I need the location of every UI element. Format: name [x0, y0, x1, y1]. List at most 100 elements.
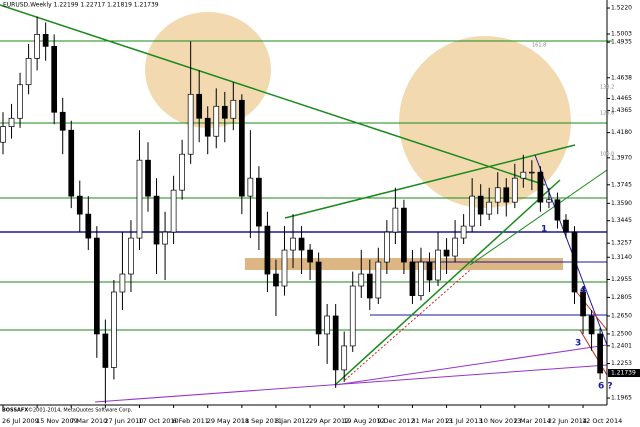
annotation: 161.8: [532, 43, 546, 49]
y-tick-label: 1.1965: [611, 395, 632, 402]
y-tick-label: 1.3140: [611, 254, 632, 261]
candle-body: [384, 231, 390, 263]
candle-body: [221, 105, 228, 119]
y-tick-label: 1.4180: [611, 129, 632, 136]
candle-body: [59, 111, 66, 131]
y-tick-label: 1.3970: [611, 154, 632, 161]
candle-body: [0, 126, 6, 143]
candle-body: [477, 195, 484, 215]
candle-body: [8, 117, 15, 128]
candle-body: [452, 237, 458, 257]
x-tick-label: 27 Jun 2010: [104, 417, 143, 425]
candle-body: [341, 345, 348, 371]
trend-line: [334, 344, 608, 386]
y-tick-label: 1.3590: [611, 200, 632, 207]
candle-body: [153, 195, 160, 245]
candle-body: [401, 207, 407, 263]
candle-body: [34, 34, 40, 59]
candle-body: [520, 171, 527, 179]
candle-body: [435, 249, 441, 281]
x-tick-label: 22 Jun 2014: [548, 417, 587, 425]
candle-body: [247, 177, 254, 197]
candle-body: [460, 225, 467, 239]
y-tick-label: 1.2955: [611, 276, 632, 283]
candle-body: [145, 159, 151, 197]
candle-body: [588, 315, 595, 335]
highlight-circle: [399, 36, 571, 208]
candle-body: [111, 291, 117, 368]
y-tick-label: 1.4465: [611, 95, 632, 102]
x-tick-label: 6 Feb 2011: [173, 417, 209, 425]
candle-body: [162, 231, 168, 245]
candle-body: [298, 237, 305, 251]
candle-body: [230, 99, 237, 119]
trend-line: [469, 169, 608, 266]
candle-body: [486, 201, 493, 215]
y-tick-label: 1.3745: [611, 181, 632, 188]
candle-body: [93, 237, 100, 335]
candle-body: [264, 225, 271, 275]
candle-body: [85, 213, 92, 239]
x-tick-label: 21 Jul 2013: [446, 417, 483, 425]
x-tick-label: 15 Nov 2009: [36, 417, 78, 425]
candle-body: [409, 261, 416, 296]
candle-body: [349, 285, 356, 347]
candle-body: [563, 219, 569, 233]
drawings: [0, 4, 612, 403]
candle-body: [42, 34, 49, 47]
candle-body: [307, 249, 313, 263]
y-tick-label: 1.5003: [611, 31, 632, 38]
candle-body: [375, 261, 382, 299]
annotation: 4: [580, 286, 586, 296]
candle-body: [68, 129, 75, 197]
candle-body: [290, 237, 296, 251]
candle-body: [179, 153, 185, 191]
candle-body: [332, 315, 339, 371]
annotation: 3: [575, 339, 581, 349]
candle-body: [128, 237, 134, 275]
candle-body: [503, 187, 510, 203]
candle-body: [256, 177, 262, 227]
candle-body: [213, 105, 220, 137]
trend-line: [0, 4, 546, 186]
candle-body: [238, 99, 245, 197]
x-tick-label: 9 Dec 2012: [377, 417, 414, 425]
copyright: ©2001-2014, MetaQuotes Software Corp.: [28, 407, 133, 414]
candle-body: [25, 58, 32, 86]
trend-line: [94, 364, 608, 403]
x-tick-label: 29 Apr 2012: [309, 417, 349, 425]
y-tick-label: 1.2500: [611, 330, 632, 337]
candle-body: [546, 199, 552, 203]
annotation: 1: [541, 225, 547, 235]
y-tick-label: 1.4935: [611, 39, 632, 46]
trend-line: [284, 144, 576, 219]
candle-body: [597, 333, 603, 374]
y-tick-label: 1.2401: [611, 342, 632, 349]
candle-body: [76, 195, 83, 215]
y-tick-label: 1.5220: [611, 5, 632, 12]
annotation: 6 ?: [598, 382, 613, 392]
candle-body: [187, 93, 194, 155]
x-tick-label: 10 Nov 2013: [480, 417, 522, 425]
candle-body: [554, 199, 561, 221]
candle-body: [315, 261, 322, 335]
x-tick-label: 31 Mar 2013: [411, 417, 452, 425]
y-tick-label: 1.2805: [611, 294, 632, 301]
candle-body: [494, 187, 501, 203]
x-tick-label: 2 Mar 2014: [514, 417, 551, 425]
candle-body: [469, 195, 475, 227]
x-tick-label: 7 Mar 2010: [70, 417, 107, 425]
candle-body: [529, 171, 535, 174]
price-marker-label: 1.21739: [611, 370, 636, 377]
candle-body: [358, 273, 365, 287]
candle-body: [170, 189, 177, 233]
chart-title: EURUSD,Weekly 1.22199 1.22717 1.21819 1.…: [3, 2, 159, 9]
candle-body: [537, 171, 544, 203]
y-tick-label: 1.2650: [611, 312, 632, 319]
candle-body: [119, 273, 126, 293]
candle-body: [571, 231, 578, 293]
candle-body: [102, 333, 109, 368]
candle-body: [204, 117, 211, 137]
price-marker: [608, 369, 640, 378]
x-tick-label: 19 Aug 2012: [343, 417, 385, 425]
